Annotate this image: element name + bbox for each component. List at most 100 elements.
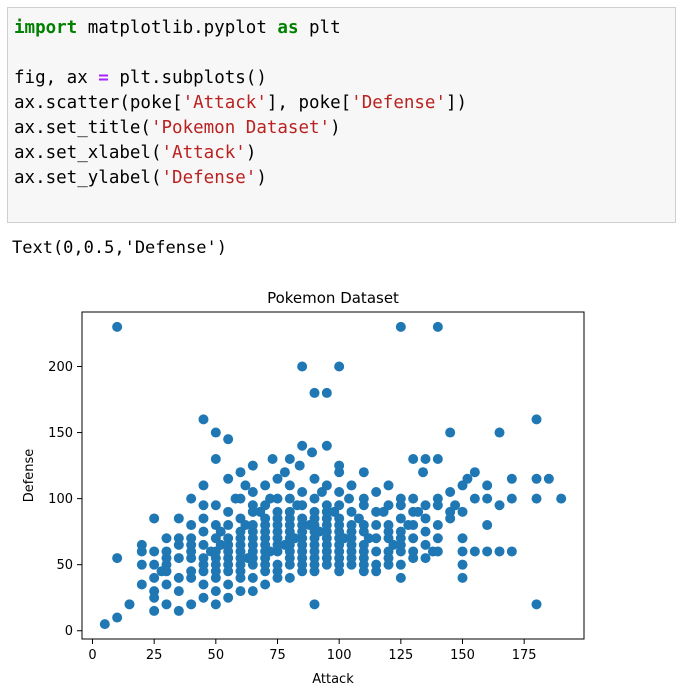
data-point <box>173 586 184 597</box>
data-point <box>136 579 147 590</box>
data-point <box>272 559 283 570</box>
data-point <box>186 533 197 544</box>
code-line: ax.set_ylabel('Defense') <box>14 166 467 191</box>
code-line: ax.scatter(poke['Attack'], poke['Defense… <box>14 91 467 116</box>
y-tick-label: 150 <box>48 426 73 441</box>
data-point <box>383 500 394 511</box>
code-token: = <box>98 68 109 88</box>
code-line: import matplotlib.pyplot as plt <box>14 16 467 41</box>
data-point <box>309 506 320 517</box>
data-point <box>289 533 300 544</box>
data-point <box>223 579 234 590</box>
data-point <box>450 500 461 511</box>
data-point <box>383 520 394 531</box>
data-point <box>371 533 382 544</box>
code-token: ) <box>245 143 257 163</box>
data-point <box>432 321 443 332</box>
data-point <box>408 533 419 544</box>
data-point <box>334 361 345 372</box>
data-point <box>272 506 283 517</box>
data-point <box>198 592 209 603</box>
code-token: as <box>277 18 299 38</box>
data-point <box>223 506 234 517</box>
data-point <box>346 480 357 491</box>
data-point <box>210 500 221 511</box>
data-point <box>235 467 246 478</box>
scatter-chart: 0 25 50 75 100 125 150 175 0 50 100 150 200 Pokemon D… <box>22 289 585 687</box>
data-point <box>198 526 209 537</box>
data-point <box>99 619 110 630</box>
y-tick-label: 50 <box>56 558 73 573</box>
data-point <box>457 506 468 517</box>
data-point <box>210 599 221 610</box>
data-point <box>371 559 382 570</box>
data-point <box>457 546 468 557</box>
data-point <box>408 453 419 464</box>
data-point <box>247 487 258 498</box>
code-token: 'Defense' <box>161 168 257 188</box>
x-tick-label: 0 <box>88 648 96 663</box>
data-point <box>457 572 468 583</box>
data-point <box>469 467 480 478</box>
data-point <box>531 599 542 610</box>
data-point <box>240 480 251 491</box>
data-point <box>408 546 419 557</box>
data-point <box>173 513 184 524</box>
data-point <box>321 440 332 451</box>
code-line: fig, ax = plt.subplots() <box>14 66 467 91</box>
data-point <box>284 572 295 583</box>
data-point <box>149 559 160 570</box>
code-token: ) <box>330 118 341 138</box>
data-point <box>297 513 308 524</box>
data-point <box>161 533 172 544</box>
data-point <box>358 520 369 531</box>
data-point <box>344 493 355 504</box>
code-token: 'Attack' <box>161 143 246 163</box>
data-point <box>198 500 209 511</box>
data-point <box>413 506 424 517</box>
data-point <box>321 500 332 511</box>
code-token: ]) <box>446 93 468 113</box>
data-point <box>297 500 308 511</box>
data-point <box>161 599 172 610</box>
data-point <box>149 513 160 524</box>
data-point <box>457 559 468 570</box>
data-point <box>198 513 209 524</box>
code-token: matplotlib.pyplot <box>77 18 278 38</box>
x-tick-label: 75 <box>269 648 286 663</box>
data-point <box>462 473 473 484</box>
data-point <box>432 546 443 557</box>
data-point <box>309 599 320 610</box>
data-point <box>210 586 221 597</box>
plot-frame <box>81 311 585 640</box>
data-point <box>314 526 325 537</box>
data-point <box>247 460 258 471</box>
x-axis-label: Attack <box>312 672 354 687</box>
data-point <box>334 487 345 498</box>
x-tick-label: 150 <box>450 648 475 663</box>
data-point <box>363 533 374 544</box>
chart-title: Pokemon Dataset <box>267 289 399 307</box>
data-point <box>198 414 209 425</box>
y-tick-label: 200 <box>48 360 73 375</box>
y-tick-label: 100 <box>48 492 73 507</box>
data-point <box>265 493 276 504</box>
code-line <box>14 41 467 66</box>
data-point <box>223 520 234 531</box>
data-point <box>235 493 246 504</box>
data-point <box>395 493 406 504</box>
data-point <box>161 546 172 557</box>
data-point <box>482 493 493 504</box>
code-editor[interactable]: import matplotlib.pyplot as plt fig, ax =… <box>14 16 467 191</box>
data-point <box>260 513 271 524</box>
data-point <box>482 520 493 531</box>
data-point <box>371 546 382 557</box>
cell-output-text: Text(0,0.5,'Defense') <box>12 238 227 258</box>
data-point <box>371 487 382 498</box>
data-point <box>186 599 197 610</box>
data-point <box>173 553 184 564</box>
code-token: plt.subplots() <box>108 68 267 88</box>
data-point <box>339 533 350 544</box>
code-cell[interactable]: import matplotlib.pyplot as plt fig, ax =… <box>7 7 676 223</box>
data-point <box>260 480 271 491</box>
